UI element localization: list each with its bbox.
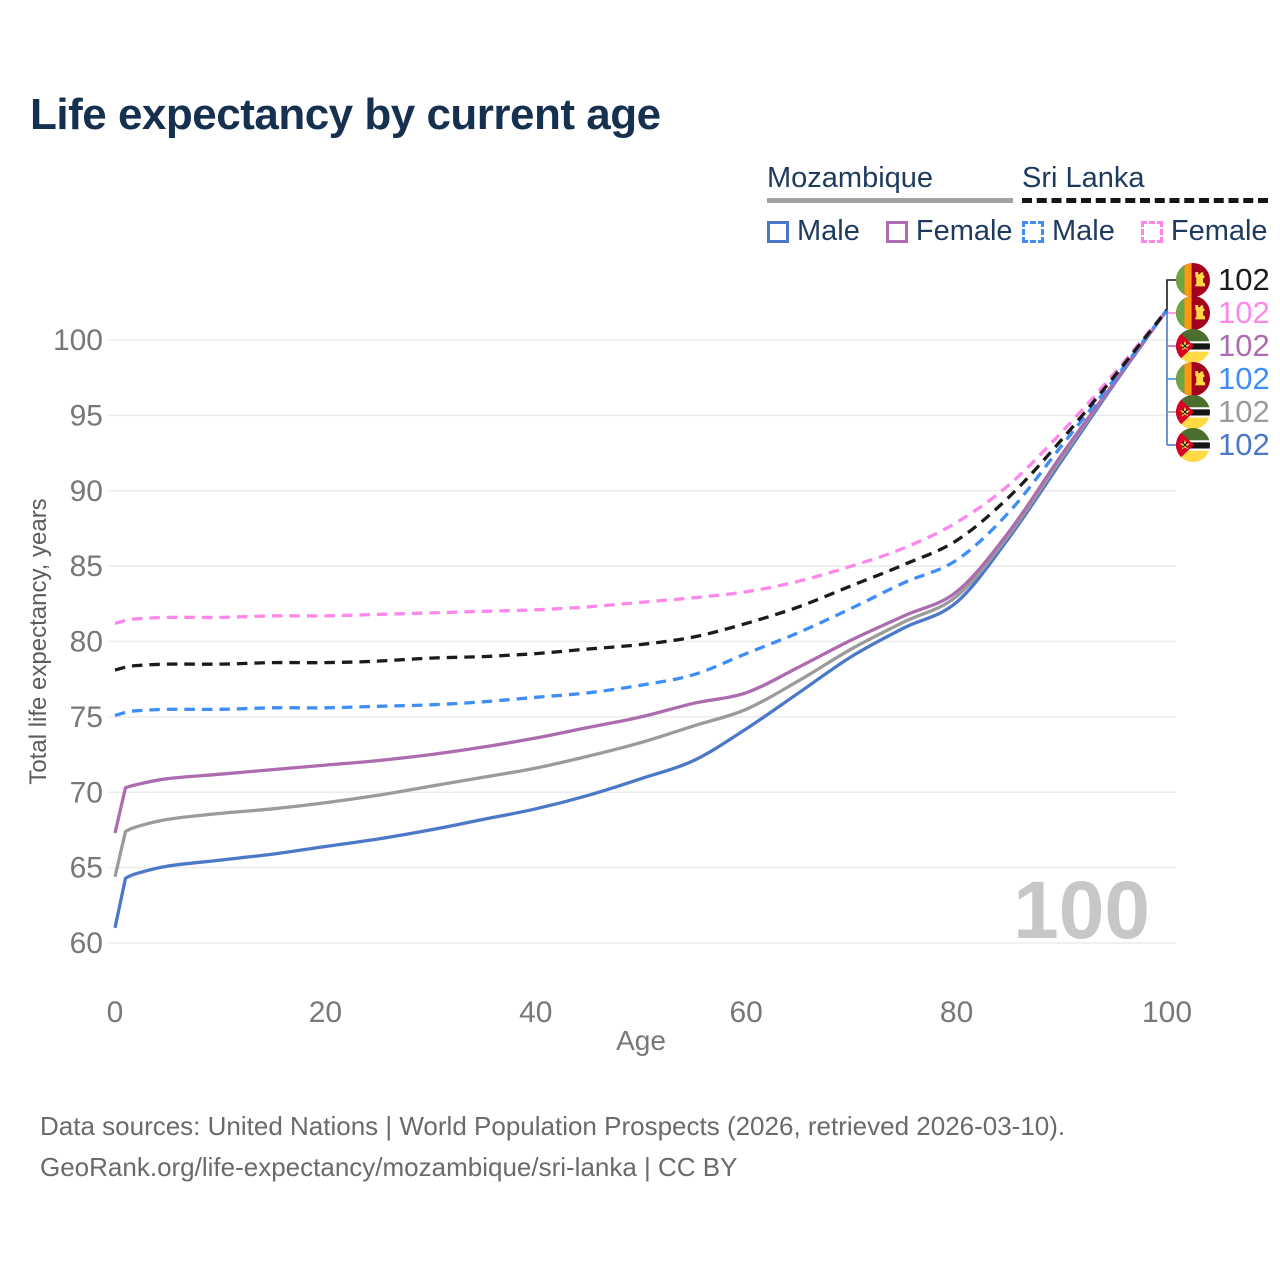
mozambique-flag <box>1176 395 1210 429</box>
legend-group-sri-lanka: Sri Lanka Male Female <box>1022 162 1268 248</box>
leader-line-sl-both <box>1166 279 1176 310</box>
mozambique-flag <box>1176 329 1210 363</box>
sri-lanka-flag <box>1176 263 1210 297</box>
end-label-value: 102 <box>1218 295 1270 330</box>
end-label-value: 102 <box>1218 394 1270 429</box>
legend-label: Female <box>915 215 1013 247</box>
end-label-row-4[interactable]: 102 <box>1176 395 1270 429</box>
legend-label: Male <box>797 215 860 247</box>
legend-swatch-dashed-blue <box>1022 220 1044 243</box>
end-label-value: 102 <box>1218 427 1270 462</box>
y-tick-label: 65 <box>70 852 103 885</box>
x-tick-label: 80 <box>940 996 973 1029</box>
x-tick-label: 0 <box>107 996 124 1029</box>
y-tick-label: 80 <box>70 626 103 659</box>
legend-swatch-solid-blue <box>767 220 789 243</box>
mozambique-flag-icon <box>1176 395 1210 429</box>
legend-label: Male <box>1052 215 1115 247</box>
sri-lanka-flag <box>1176 296 1210 330</box>
legend-country-mozambique[interactable]: Mozambique <box>767 162 934 194</box>
end-label-row-2[interactable]: 102 <box>1176 329 1270 363</box>
legend-label: Female <box>1170 215 1268 247</box>
series-line-sl-female[interactable] <box>114 308 1169 625</box>
y-tick-label: 85 <box>70 550 103 583</box>
footer-sources: Data sources: United Nations | World Pop… <box>40 1111 1066 1141</box>
y-axis-title: Total life expectancy, years <box>25 498 52 784</box>
mozambique-flag-icon <box>1176 329 1210 363</box>
series-line-mz-both[interactable] <box>113 308 1169 878</box>
legend-item-mozambique-female[interactable]: Female <box>885 215 1013 248</box>
y-tick-label: 100 <box>53 324 103 357</box>
end-label-value: 102 <box>1218 361 1270 396</box>
series-line-mz-male[interactable] <box>113 308 1169 929</box>
x-tick-label: 20 <box>309 996 342 1029</box>
series-line-mz-female[interactable] <box>113 308 1169 834</box>
legend-country-sri-lanka[interactable]: Sri Lanka <box>1022 162 1145 194</box>
end-label-row-0[interactable]: 102 <box>1176 263 1270 297</box>
sri-lanka-flag-icon <box>1176 296 1210 330</box>
legend-swatch-dashed-pink <box>1140 220 1163 243</box>
legend-underline-solid <box>767 198 1013 203</box>
end-label-value: 102 <box>1218 262 1270 297</box>
x-tick-label: 60 <box>730 996 763 1029</box>
y-tick-label: 90 <box>70 475 103 508</box>
age-counter-watermark: 100 <box>1013 865 1150 956</box>
x-tick-label: 40 <box>519 996 552 1029</box>
series-line-sl-both[interactable] <box>114 308 1169 672</box>
mozambique-flag <box>1176 428 1210 462</box>
series-line-sl-male[interactable] <box>114 308 1169 717</box>
end-label-row-3[interactable]: 102 <box>1176 362 1270 396</box>
x-axis-title: Age <box>616 1025 666 1056</box>
y-tick-label: 75 <box>70 701 103 734</box>
sri-lanka-flag <box>1176 362 1210 396</box>
legend-swatch-solid-purple <box>885 220 908 243</box>
legend-item-sri-lanka-male[interactable]: Male <box>1022 215 1115 248</box>
end-label-row-1[interactable]: 102 <box>1176 296 1270 330</box>
footer: Data sources: United Nations | World Pop… <box>40 1106 1065 1188</box>
legend-underline-dashed <box>1022 198 1268 203</box>
legend-item-sri-lanka-female[interactable]: Female <box>1140 215 1268 248</box>
legend-item-mozambique-male[interactable]: Male <box>767 215 860 248</box>
x-tick-label: 100 <box>1142 996 1192 1029</box>
end-label-value: 102 <box>1218 328 1270 363</box>
legend-group-mozambique: Mozambique Male Female <box>767 162 1013 248</box>
footer-attribution: GeoRank.org/life-expectancy/mozambique/s… <box>40 1152 738 1182</box>
y-tick-label: 95 <box>70 399 103 432</box>
y-tick-label: 60 <box>70 927 103 960</box>
end-label-row-5[interactable]: 102 <box>1176 428 1270 462</box>
y-tick-label: 70 <box>70 776 103 809</box>
sri-lanka-flag-icon <box>1176 263 1210 297</box>
chart-title: Life expectancy by current age <box>30 90 661 139</box>
mozambique-flag-icon <box>1176 428 1210 462</box>
sri-lanka-flag-icon <box>1176 362 1210 396</box>
